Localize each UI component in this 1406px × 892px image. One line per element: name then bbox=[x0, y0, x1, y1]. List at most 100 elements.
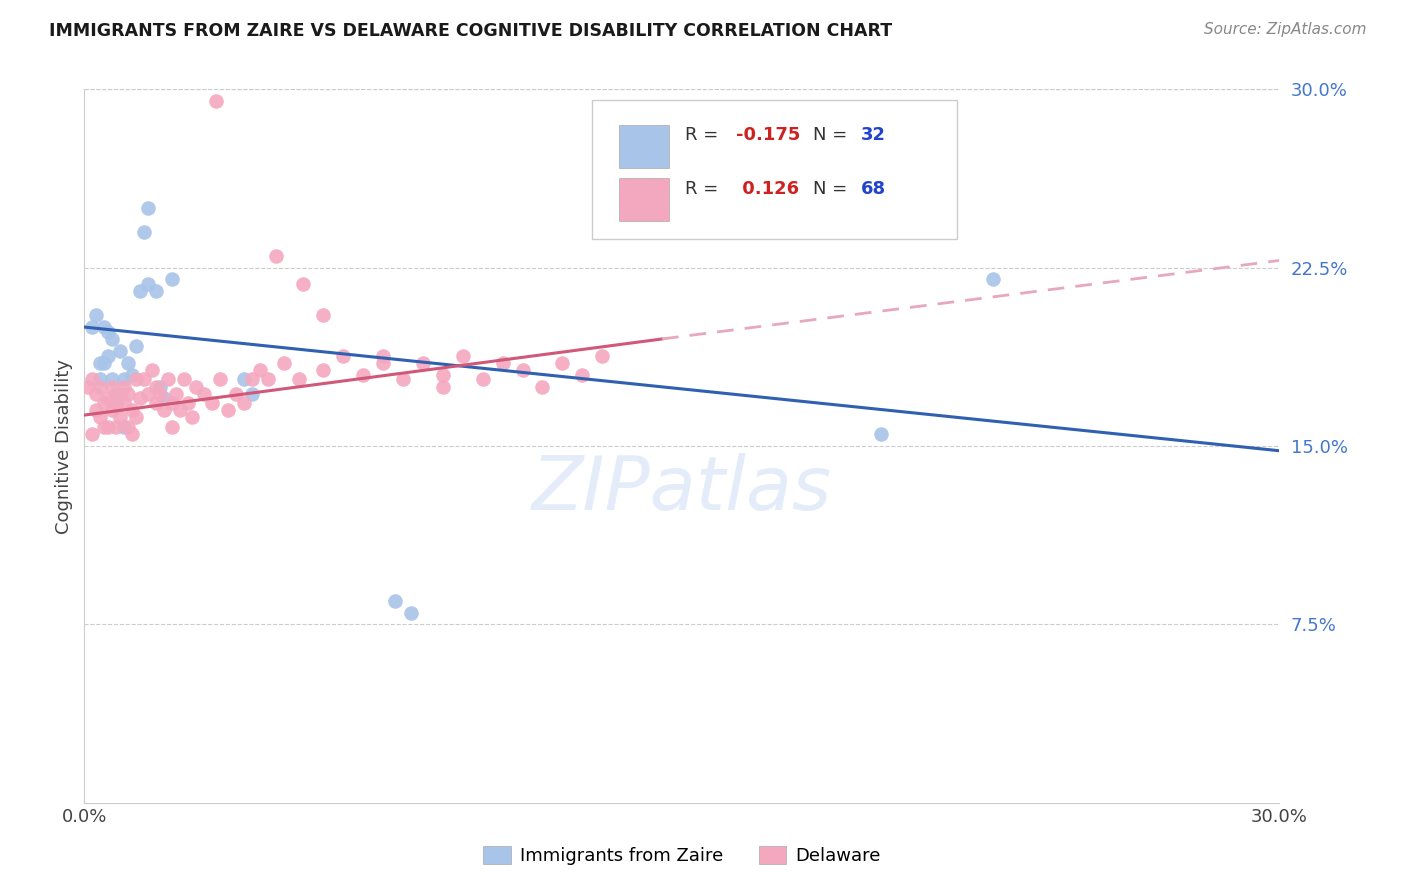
Point bbox=[97, 392, 120, 406]
Point bbox=[97, 420, 120, 434]
Point bbox=[112, 379, 135, 393]
Point bbox=[240, 386, 263, 401]
Point bbox=[93, 320, 115, 334]
Point bbox=[173, 372, 195, 386]
Point bbox=[136, 277, 159, 292]
Point bbox=[153, 403, 176, 417]
Y-axis label: Cognitive Disability: Cognitive Disability bbox=[55, 359, 73, 533]
Point bbox=[264, 249, 287, 263]
Point bbox=[492, 356, 515, 370]
Point bbox=[240, 372, 263, 386]
Point bbox=[125, 372, 148, 386]
Point bbox=[125, 339, 148, 353]
Point bbox=[145, 285, 167, 299]
Point bbox=[432, 368, 454, 382]
FancyBboxPatch shape bbox=[619, 125, 669, 168]
Point bbox=[105, 420, 128, 434]
Point bbox=[101, 372, 124, 386]
Point bbox=[292, 277, 315, 292]
Point bbox=[129, 285, 152, 299]
Text: -0.175: -0.175 bbox=[735, 127, 800, 145]
Point bbox=[217, 403, 239, 417]
Point bbox=[145, 396, 167, 410]
Point bbox=[136, 201, 159, 215]
FancyBboxPatch shape bbox=[592, 100, 957, 239]
Point bbox=[432, 379, 454, 393]
Point bbox=[181, 410, 204, 425]
Point bbox=[870, 427, 893, 442]
Legend: Immigrants from Zaire, Delaware: Immigrants from Zaire, Delaware bbox=[477, 838, 887, 872]
Point bbox=[141, 363, 163, 377]
Text: ZIPatlas: ZIPatlas bbox=[531, 453, 832, 524]
Text: R =: R = bbox=[686, 180, 724, 198]
Point bbox=[232, 372, 254, 386]
Point bbox=[105, 396, 128, 410]
Point bbox=[136, 386, 159, 401]
Point bbox=[312, 308, 335, 322]
Point bbox=[551, 356, 574, 370]
Point bbox=[531, 379, 554, 393]
Point bbox=[97, 349, 120, 363]
Point bbox=[121, 368, 143, 382]
Point bbox=[412, 356, 434, 370]
Point bbox=[288, 372, 311, 386]
Point bbox=[93, 356, 115, 370]
Text: N =: N = bbox=[814, 180, 853, 198]
Point bbox=[201, 396, 224, 410]
Text: 68: 68 bbox=[862, 180, 886, 198]
Point bbox=[149, 379, 172, 393]
Point bbox=[105, 386, 128, 401]
Text: 32: 32 bbox=[862, 127, 886, 145]
Point bbox=[110, 410, 132, 425]
Point bbox=[471, 372, 494, 386]
Point bbox=[121, 403, 143, 417]
Point bbox=[256, 372, 278, 386]
Text: Source: ZipAtlas.com: Source: ZipAtlas.com bbox=[1204, 22, 1367, 37]
Point bbox=[249, 363, 271, 377]
Point bbox=[89, 356, 111, 370]
Point bbox=[571, 368, 593, 382]
Point bbox=[132, 225, 156, 239]
Point bbox=[82, 320, 104, 334]
Text: IMMIGRANTS FROM ZAIRE VS DELAWARE COGNITIVE DISABILITY CORRELATION CHART: IMMIGRANTS FROM ZAIRE VS DELAWARE COGNIT… bbox=[49, 22, 893, 40]
Point bbox=[93, 396, 115, 410]
Point bbox=[89, 372, 111, 386]
Point bbox=[165, 386, 187, 401]
Point bbox=[373, 356, 395, 370]
Point bbox=[77, 379, 100, 393]
Point bbox=[981, 272, 1004, 286]
Point bbox=[101, 332, 124, 346]
Point bbox=[112, 372, 135, 386]
Text: 0.126: 0.126 bbox=[735, 180, 799, 198]
Point bbox=[117, 420, 139, 434]
Point bbox=[160, 420, 183, 434]
Point bbox=[101, 403, 124, 417]
Point bbox=[97, 325, 120, 339]
Point bbox=[157, 372, 180, 386]
Point bbox=[225, 386, 247, 401]
Point bbox=[399, 606, 422, 620]
Point bbox=[145, 379, 167, 393]
Point bbox=[273, 356, 295, 370]
Point bbox=[125, 410, 148, 425]
FancyBboxPatch shape bbox=[619, 178, 669, 221]
Point bbox=[373, 349, 395, 363]
Point bbox=[112, 420, 135, 434]
Text: N =: N = bbox=[814, 127, 853, 145]
Point bbox=[132, 372, 156, 386]
Point bbox=[332, 349, 354, 363]
Point bbox=[117, 356, 139, 370]
Point bbox=[89, 410, 111, 425]
Point bbox=[86, 308, 108, 322]
Point bbox=[101, 379, 124, 393]
Point bbox=[177, 396, 200, 410]
Point bbox=[82, 427, 104, 442]
Point bbox=[352, 368, 374, 382]
Point bbox=[105, 396, 128, 410]
Point bbox=[591, 349, 613, 363]
Point bbox=[312, 363, 335, 377]
Point bbox=[129, 392, 152, 406]
Point bbox=[149, 386, 172, 401]
Point bbox=[86, 403, 108, 417]
Point bbox=[117, 386, 139, 401]
